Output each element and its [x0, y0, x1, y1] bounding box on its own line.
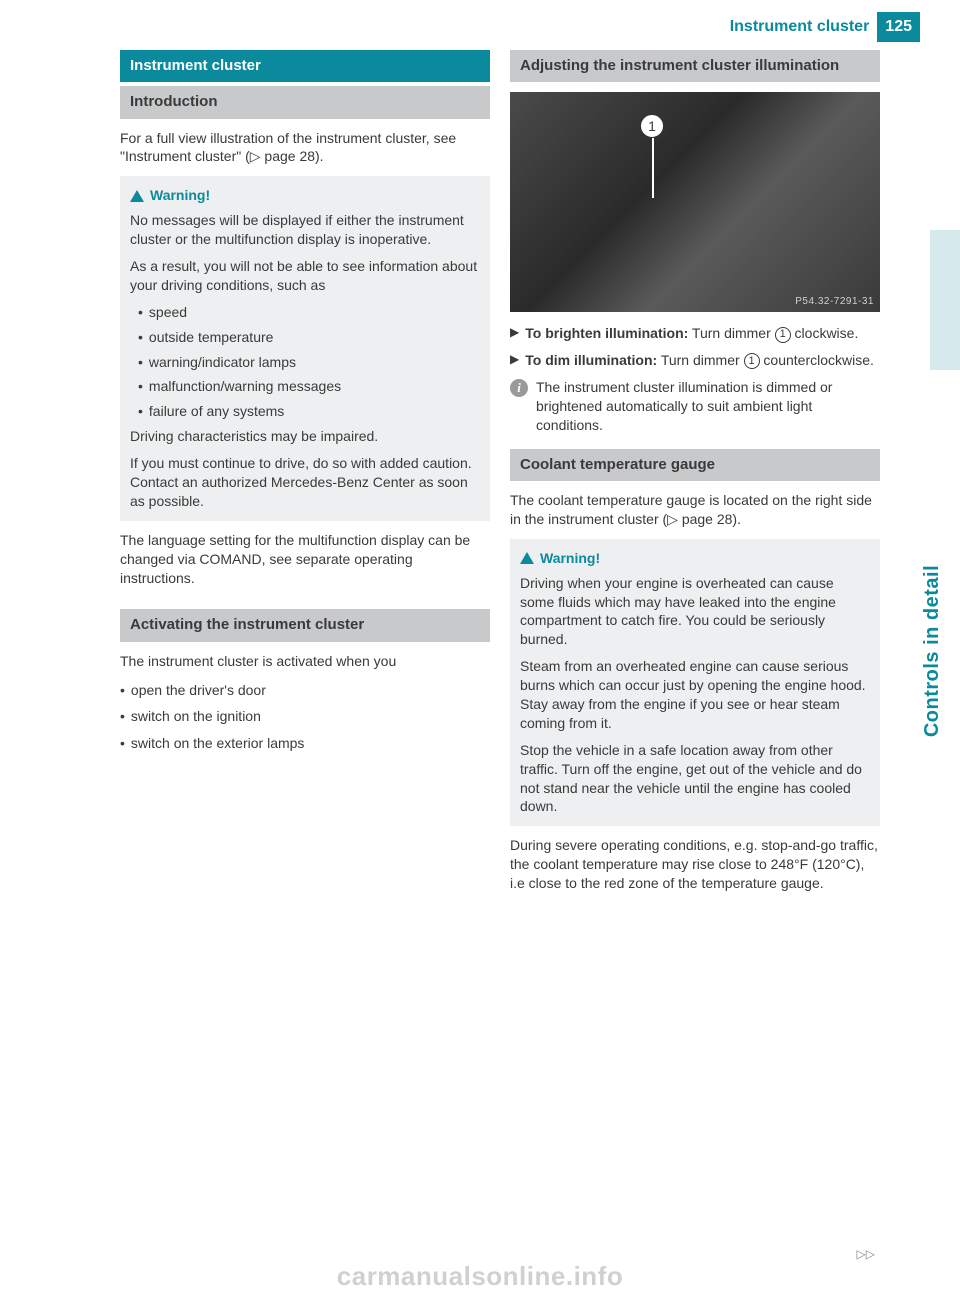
right-column: Adjusting the instrument cluster illumin…	[510, 50, 880, 903]
bullet-item: •failure of any systems	[130, 402, 480, 421]
body-text: During severe operating conditions, e.g.…	[510, 836, 880, 893]
warning-text: If you must continue to drive, do so wit…	[130, 454, 480, 511]
bullet-marker: •	[120, 707, 125, 726]
step-marker-icon: ▶	[510, 351, 519, 370]
warning-triangle-icon	[520, 552, 534, 564]
step-item: ▶ To brighten illumination: Turn dimmer …	[510, 324, 880, 343]
section-heading-grey: Coolant temperature gauge	[510, 449, 880, 481]
bullet-item: •warning/indicator lamps	[130, 353, 480, 372]
content-area: Instrument cluster Introduction For a fu…	[120, 50, 880, 903]
watermark-url: carmanualsonline.info	[337, 1259, 623, 1294]
body-text: The coolant temperature gauge is located…	[510, 491, 880, 529]
section-heading-grey: Introduction	[120, 86, 490, 118]
step-text: To brighten illumination: Turn dimmer 1 …	[525, 324, 858, 343]
callout-line	[652, 138, 654, 198]
warning-triangle-icon	[130, 190, 144, 202]
info-icon: i	[510, 379, 528, 397]
warning-text: Stop the vehicle in a safe location away…	[520, 741, 870, 817]
running-title: Instrument cluster	[730, 16, 870, 38]
bullet-item: •switch on the exterior lamps	[120, 734, 490, 753]
bullet-marker: •	[120, 681, 125, 700]
warning-header: Warning!	[520, 549, 870, 568]
bullet-marker: •	[138, 353, 143, 372]
warning-label: Warning!	[540, 549, 600, 568]
bullet-marker: •	[138, 402, 143, 421]
bullet-marker: •	[138, 377, 143, 396]
step-text: To dim illumination: Turn dimmer 1 count…	[525, 351, 874, 370]
page-header: Instrument cluster 125	[730, 12, 920, 42]
callout-ref-icon: 1	[744, 353, 760, 369]
warning-text: Steam from an overheated engine can caus…	[520, 657, 870, 733]
side-section-label: Controls in detail	[919, 565, 946, 737]
bullet-item: •speed	[130, 303, 480, 322]
section-heading-grey: Activating the instrument cluster	[120, 609, 490, 641]
page-number: 125	[877, 12, 920, 42]
illustration-dimmer: 1 P54.32-7291-31	[510, 92, 880, 312]
warning-box: Warning! No messages will be displayed i…	[120, 176, 490, 520]
callout-marker: 1	[640, 114, 664, 138]
bullet-marker: •	[120, 734, 125, 753]
side-tab-marker	[930, 230, 960, 370]
warning-header: Warning!	[130, 186, 480, 205]
warning-text: Driving characteristics may be impaired.	[130, 427, 480, 446]
info-text: The instrument cluster illumination is d…	[536, 378, 880, 435]
callout-ref-icon: 1	[775, 327, 791, 343]
bullet-marker: •	[138, 303, 143, 322]
body-text: For a full view illustration of the inst…	[120, 129, 490, 167]
step-item: ▶ To dim illumination: Turn dimmer 1 cou…	[510, 351, 880, 370]
bullet-item: •open the driver's door	[120, 681, 490, 700]
body-text: The language setting for the multifuncti…	[120, 531, 490, 588]
bullet-item: •outside temperature	[130, 328, 480, 347]
image-code: P54.32-7291-31	[795, 295, 874, 309]
section-heading-teal: Instrument cluster	[120, 50, 490, 82]
warning-text: No messages will be displayed if either …	[130, 211, 480, 249]
warning-text: As a result, you will not be able to see…	[130, 257, 480, 295]
bullet-item: •switch on the ignition	[120, 707, 490, 726]
left-column: Instrument cluster Introduction For a fu…	[120, 50, 490, 903]
warning-box: Warning! Driving when your engine is ove…	[510, 539, 880, 827]
info-note: i The instrument cluster illumination is…	[510, 378, 880, 435]
bullet-item: •malfunction/warning messages	[130, 377, 480, 396]
body-text: The instrument cluster is activated when…	[120, 652, 490, 671]
section-heading-grey: Adjusting the instrument cluster illumin…	[510, 50, 880, 82]
bullet-marker: •	[138, 328, 143, 347]
step-marker-icon: ▶	[510, 324, 519, 343]
page-continue-icon: ▷▷	[857, 1246, 875, 1262]
warning-text: Driving when your engine is overheated c…	[520, 574, 870, 650]
warning-label: Warning!	[150, 186, 210, 205]
